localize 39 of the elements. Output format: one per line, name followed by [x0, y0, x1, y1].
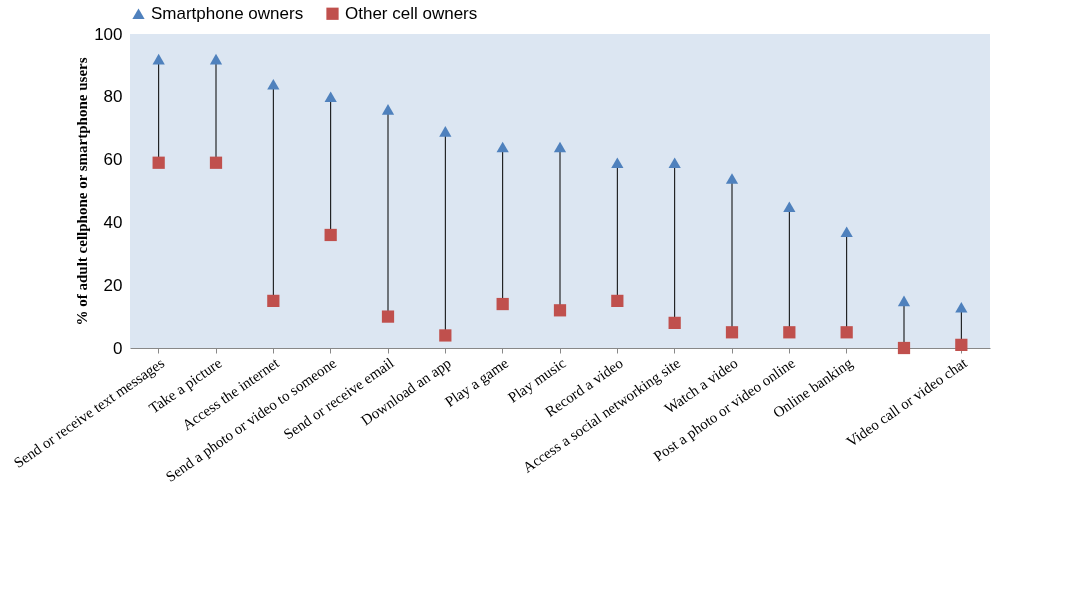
point: [439, 329, 452, 342]
point: [439, 126, 452, 137]
point: [267, 78, 280, 90]
point: [955, 301, 968, 313]
point: [783, 326, 796, 339]
y-tick-label: 60: [103, 150, 123, 170]
point: [668, 316, 681, 329]
point: [725, 326, 739, 339]
point: [496, 297, 509, 311]
point: [152, 156, 165, 169]
point: [553, 304, 567, 317]
y-axis-title: % of adult cellphone or smartphone users: [74, 57, 91, 326]
point: [381, 310, 395, 323]
legend-label: Other cell owners: [345, 3, 478, 23]
y-tick-label: 0: [113, 338, 123, 358]
point: [611, 294, 624, 308]
point: [267, 294, 280, 308]
point: [152, 53, 165, 65]
point: [209, 53, 223, 65]
y-tick-label: 20: [103, 275, 123, 295]
point: [840, 226, 853, 238]
point: [496, 141, 509, 153]
legend-label: Smartphone owners: [151, 3, 304, 23]
point: [955, 338, 968, 351]
y-tick-label: 100: [94, 24, 123, 44]
point: [725, 173, 739, 184]
point: [209, 156, 223, 169]
point: [897, 341, 911, 355]
point: [611, 157, 624, 169]
y-tick-label: 80: [103, 87, 123, 107]
point: [897, 295, 911, 307]
point: [668, 157, 681, 169]
point: [553, 141, 567, 153]
point: [783, 201, 796, 212]
point: [840, 326, 853, 339]
point: [324, 91, 337, 103]
point: [324, 228, 337, 242]
y-tick-label: 40: [103, 212, 123, 232]
point: [381, 104, 395, 115]
